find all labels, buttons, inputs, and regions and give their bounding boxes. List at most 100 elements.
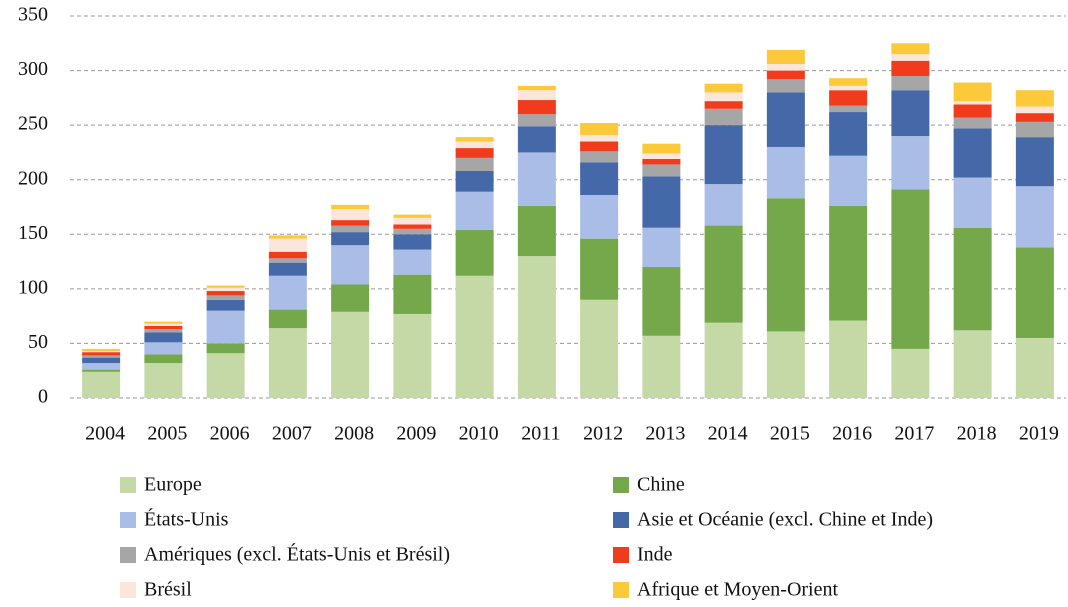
bar-segment bbox=[331, 284, 370, 312]
y-tick-label: 300 bbox=[18, 58, 48, 80]
bar-segment bbox=[517, 152, 556, 206]
bar-segment bbox=[642, 335, 681, 398]
bar-segment bbox=[268, 275, 307, 310]
bar-segment bbox=[144, 342, 183, 355]
bar-segment bbox=[829, 205, 868, 321]
x-tick-label: 2018 bbox=[957, 423, 997, 445]
bar-segment bbox=[393, 274, 432, 314]
bar-segment bbox=[517, 205, 556, 257]
bar-segment bbox=[1015, 121, 1054, 138]
bar-segment bbox=[766, 331, 805, 398]
bar-segment bbox=[829, 155, 868, 206]
bar-segment bbox=[82, 355, 121, 358]
x-tick-label: 2010 bbox=[459, 423, 499, 445]
bar-segment bbox=[953, 227, 992, 331]
legend-swatch bbox=[120, 477, 136, 493]
bar-segment bbox=[144, 332, 183, 343]
bar-segment bbox=[393, 214, 432, 218]
bar-segment bbox=[393, 234, 432, 250]
x-tick-label: 2004 bbox=[85, 423, 125, 445]
legend-label: États-Unis bbox=[144, 508, 229, 531]
bar-segment bbox=[455, 141, 494, 149]
y-tick-label: 0 bbox=[38, 386, 48, 408]
bar-segment bbox=[704, 108, 743, 126]
bar-segment bbox=[891, 60, 930, 77]
bar-segment bbox=[144, 321, 183, 324]
bar-segment bbox=[82, 371, 121, 398]
bar-segment bbox=[891, 90, 930, 137]
bar-segment bbox=[1015, 113, 1054, 122]
x-tick-label: 2015 bbox=[770, 423, 810, 445]
x-tick-label: 2012 bbox=[583, 423, 623, 445]
bar-segment bbox=[268, 251, 307, 259]
bar-segment bbox=[331, 209, 370, 221]
bar-segment bbox=[82, 352, 121, 356]
legend-label: Chine bbox=[637, 474, 685, 496]
legend-label: Asie et Océanie (excl. Chine et Inde) bbox=[637, 509, 933, 531]
bar-segment bbox=[393, 249, 432, 275]
bar-segment bbox=[82, 369, 121, 372]
bar-segment bbox=[953, 82, 992, 102]
bar-segment bbox=[268, 235, 307, 239]
bar-segment bbox=[268, 262, 307, 276]
bar-segment bbox=[517, 100, 556, 115]
legend-label: Amériques (excl. États-Unis et Brésil) bbox=[144, 543, 450, 566]
bar-segment bbox=[953, 177, 992, 228]
bar-segment bbox=[580, 194, 619, 239]
bar-segment bbox=[82, 357, 121, 364]
legend-swatch bbox=[613, 477, 629, 493]
bar-segment bbox=[642, 176, 681, 228]
x-tick-label: 2007 bbox=[272, 423, 312, 445]
bar-segment bbox=[580, 122, 619, 135]
y-tick-label: 350 bbox=[18, 4, 48, 26]
bar-segment bbox=[393, 217, 432, 225]
bar-segment bbox=[704, 225, 743, 323]
bar-segment bbox=[206, 295, 245, 300]
bar-segment bbox=[517, 85, 556, 91]
bar-segment bbox=[766, 92, 805, 147]
bar-segment bbox=[268, 238, 307, 252]
x-tick-label: 2008 bbox=[334, 423, 374, 445]
y-tick-label: 250 bbox=[18, 113, 48, 135]
x-tick-label: 2006 bbox=[210, 423, 250, 445]
bar-segment bbox=[517, 256, 556, 398]
bar-segment bbox=[829, 112, 868, 156]
bar-segment bbox=[144, 329, 183, 333]
bar-segment bbox=[891, 43, 930, 55]
bar-segment bbox=[206, 299, 245, 311]
bar-segment bbox=[829, 85, 868, 91]
bar-segment bbox=[455, 191, 494, 230]
bar-segment bbox=[580, 134, 619, 142]
bar-segment bbox=[580, 141, 619, 152]
bar-segment bbox=[766, 146, 805, 199]
legend-swatch bbox=[613, 512, 629, 528]
bar-segment bbox=[455, 229, 494, 276]
x-tick-label: 2017 bbox=[894, 423, 934, 445]
bar-segment bbox=[642, 164, 681, 177]
bar-segment bbox=[1015, 106, 1054, 114]
bar-segment bbox=[455, 148, 494, 158]
bar-segment bbox=[82, 348, 121, 352]
bar-segment bbox=[331, 311, 370, 398]
bar-segment bbox=[206, 287, 245, 292]
bar-segment bbox=[331, 204, 370, 210]
bar-segment bbox=[206, 291, 245, 296]
bar-segment bbox=[268, 258, 307, 263]
bar-segment bbox=[766, 49, 805, 65]
bar-segment bbox=[642, 227, 681, 268]
bar-segment bbox=[206, 310, 245, 344]
bar-segment bbox=[953, 330, 992, 398]
bar-segment bbox=[331, 220, 370, 226]
bar-segment bbox=[517, 90, 556, 101]
bar-segment bbox=[82, 351, 121, 353]
bar-segment bbox=[455, 137, 494, 142]
legend-swatch bbox=[120, 582, 136, 598]
bar-segment bbox=[1015, 90, 1054, 107]
legend-swatch bbox=[120, 512, 136, 528]
bar-segment bbox=[268, 309, 307, 329]
bar-segment bbox=[891, 348, 930, 398]
bar-segment bbox=[704, 92, 743, 102]
bar-segment bbox=[704, 322, 743, 398]
bar-segment bbox=[455, 157, 494, 171]
